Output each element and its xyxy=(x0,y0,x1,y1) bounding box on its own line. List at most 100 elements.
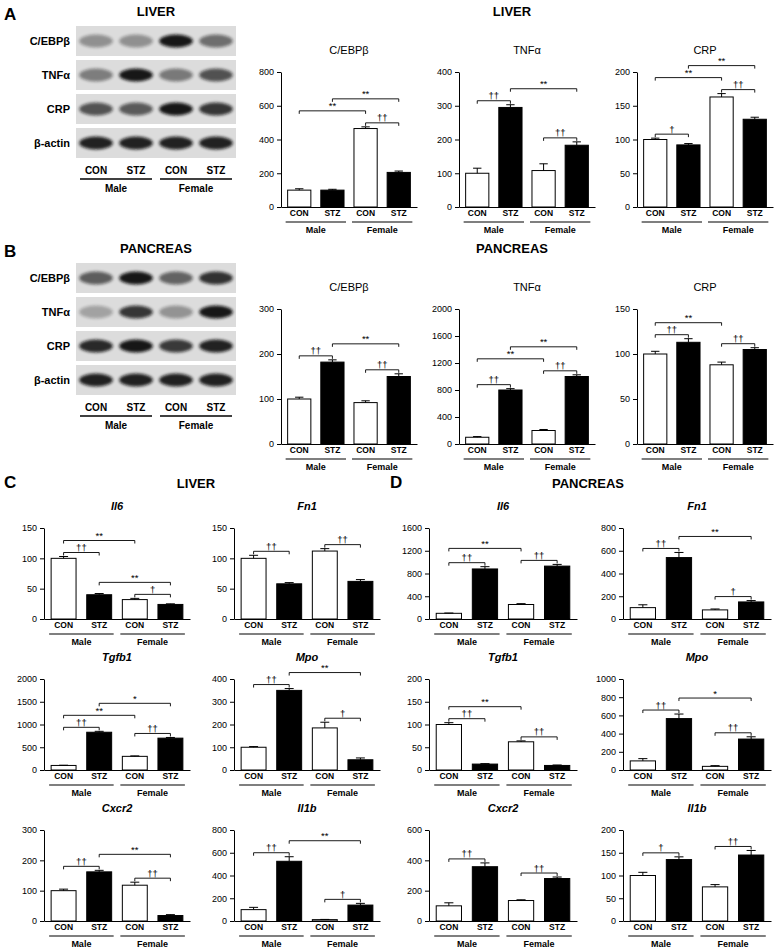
group-label: Female xyxy=(524,637,555,647)
significance-label: ** xyxy=(131,844,139,855)
error-bar xyxy=(130,598,139,599)
bar xyxy=(710,365,733,444)
y-tick-mark xyxy=(633,354,637,355)
y-tick-mark xyxy=(230,853,234,854)
significance-label: †† xyxy=(555,127,566,138)
y-axis-line xyxy=(429,831,430,922)
blot-band xyxy=(199,272,233,285)
significance-label: ** xyxy=(481,538,489,549)
y-tick-mark xyxy=(40,830,44,831)
y-tick: 100 xyxy=(615,349,637,359)
error-bar xyxy=(553,877,562,879)
y-tick-label: 100 xyxy=(212,743,227,753)
y-tick: 100 xyxy=(259,394,281,404)
x-tick-label: STZ xyxy=(281,922,297,932)
y-axis-line xyxy=(281,310,282,445)
y-tick-mark xyxy=(230,876,234,877)
bar xyxy=(743,119,766,207)
y-tick-label: 400 xyxy=(212,871,227,881)
chart-title: Cxcr2 xyxy=(102,802,133,814)
x-tick: CON xyxy=(244,770,263,781)
x-tick: CON xyxy=(534,444,553,455)
y-tick-mark xyxy=(277,309,281,310)
blot-lane-label: CON xyxy=(85,402,107,413)
y-tick-mark xyxy=(633,106,637,107)
x-tick-label: CON xyxy=(439,771,458,781)
panel-heading: PANCREAS xyxy=(476,241,548,256)
group-line xyxy=(120,633,185,634)
bar xyxy=(739,602,764,619)
significance-label: †† xyxy=(534,550,545,561)
x-tick: CON xyxy=(512,921,531,932)
x-tick: STZ xyxy=(747,207,763,218)
significance-label: †† xyxy=(462,552,473,563)
bar xyxy=(122,756,147,770)
bar xyxy=(321,190,344,207)
x-tick: STZ xyxy=(747,444,763,455)
y-axis-line xyxy=(623,529,624,620)
significance-label: ** xyxy=(718,55,726,66)
error-bar xyxy=(638,872,647,875)
x-tick: STZ xyxy=(671,770,687,781)
chart-title: Tgfb1 xyxy=(102,651,132,663)
y-tick: 50 xyxy=(217,584,234,594)
error-bar xyxy=(638,605,647,608)
y-tick: 2000 xyxy=(17,674,44,684)
x-axis: CONSTZCONSTZ xyxy=(430,921,578,932)
y-tick: 800 xyxy=(407,569,429,579)
y-tick: 300 xyxy=(437,101,459,111)
bar-chart: Fn1050100150CONSTZCONSTZMaleFemale†††† xyxy=(212,500,381,647)
chart-title: Il1b xyxy=(298,802,317,814)
panel-heading: PANCREAS xyxy=(552,476,624,491)
bar xyxy=(666,558,691,619)
bar xyxy=(241,558,266,619)
y-tick: 0 xyxy=(417,765,429,775)
significance-label: † xyxy=(669,124,674,135)
plot-marks xyxy=(51,557,183,619)
y-axis: 0100200300400 xyxy=(437,67,460,212)
y-tick: 100 xyxy=(437,169,459,179)
bar xyxy=(436,725,461,771)
significance-label: ** xyxy=(481,696,489,707)
y-tick-label: 1500 xyxy=(17,697,37,707)
y-tick: 800 xyxy=(601,523,623,533)
y-tick-label: 600 xyxy=(212,848,227,858)
x-tick-label: CON xyxy=(468,208,487,218)
blot-band xyxy=(79,272,113,285)
significance-label: †† xyxy=(337,534,348,545)
x-tick-label: CON xyxy=(468,445,487,455)
bar-chart: Il6040080012001600CONSTZCONSTZMaleFemale… xyxy=(402,500,578,647)
y-tick: 600 xyxy=(601,546,623,556)
panel-heading: PANCREAS xyxy=(120,241,192,256)
y-tick-mark xyxy=(230,589,234,590)
y-tick-label: 150 xyxy=(407,697,422,707)
error-bar xyxy=(651,138,659,139)
y-tick-mark xyxy=(619,876,623,877)
blot-band xyxy=(119,374,153,387)
bar-chart: CRP050100150CONSTZCONSTZMaleFemale††††** xyxy=(615,281,774,472)
blot-band-label: TNFα xyxy=(42,69,70,81)
bar xyxy=(436,613,461,619)
error-bar xyxy=(473,168,481,173)
y-axis: 0100200300 xyxy=(259,304,282,449)
significance-label: ** xyxy=(507,348,515,359)
y-axis: 050100150 xyxy=(212,523,235,624)
x-tick: STZ xyxy=(502,444,518,455)
y-tick-mark xyxy=(425,619,429,620)
y-tick-mark xyxy=(40,921,44,922)
bar-chart: TNFα0100200300400CONSTZCONSTZMaleFemale†… xyxy=(437,44,596,235)
group-line xyxy=(530,458,590,459)
error-bar xyxy=(444,723,453,725)
error-bar xyxy=(573,375,581,377)
y-tick: 1500 xyxy=(17,697,44,707)
bar xyxy=(158,738,183,770)
significance-label: †† xyxy=(733,333,744,344)
y-tick: 200 xyxy=(259,169,281,179)
blot-group-label: Male xyxy=(105,183,128,194)
bar xyxy=(51,891,76,921)
y-axis: 0100200300 xyxy=(22,825,45,926)
group-label: Female xyxy=(524,939,555,949)
y-axis-line xyxy=(234,831,235,922)
y-tick-mark xyxy=(230,770,234,771)
group-label: Female xyxy=(367,462,398,472)
